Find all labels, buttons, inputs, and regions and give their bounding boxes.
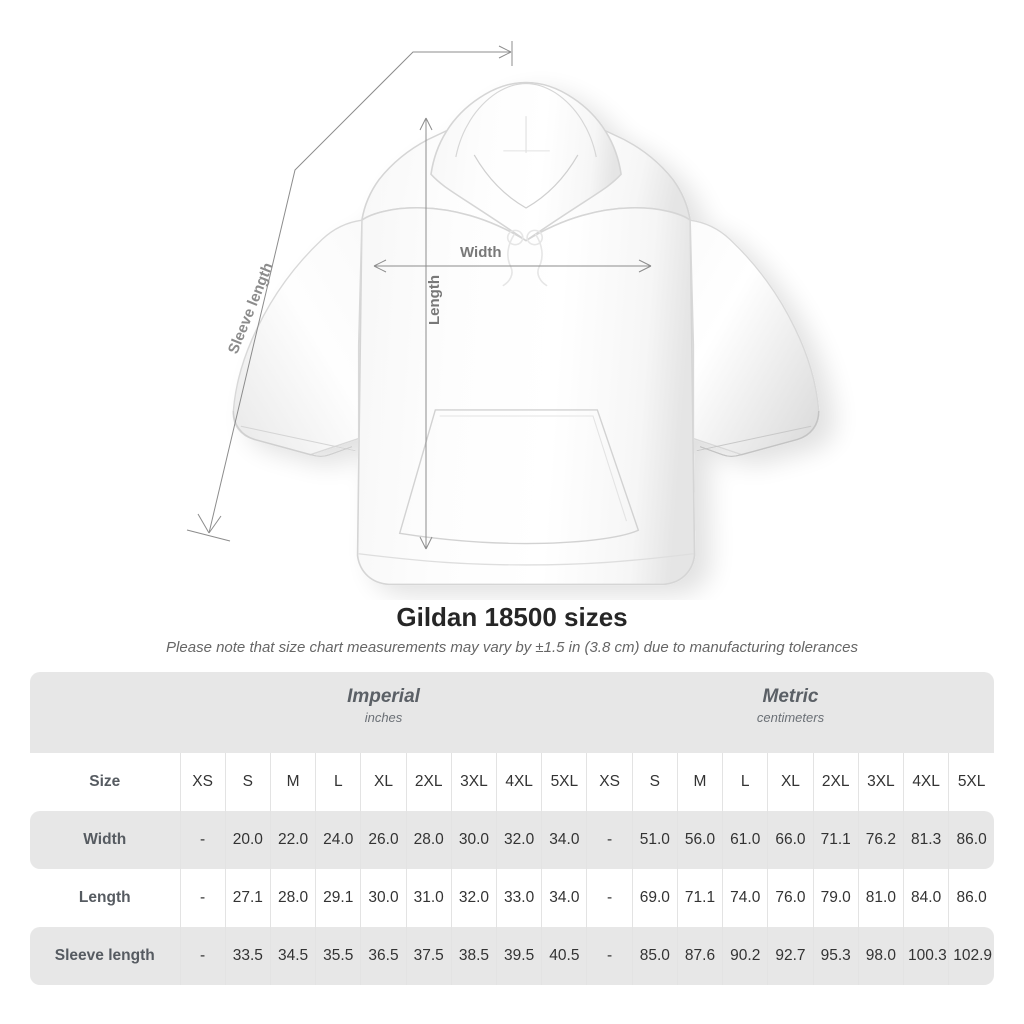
svg-text:Length: Length [426,275,443,325]
svg-text:Width: Width [460,244,502,261]
